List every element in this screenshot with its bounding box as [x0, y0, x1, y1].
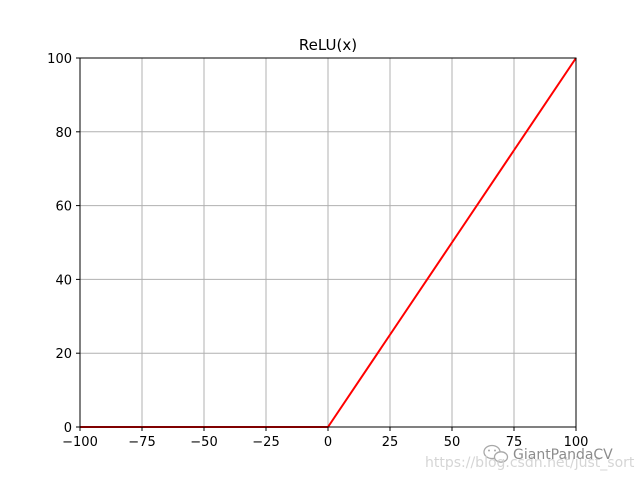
chart-title: ReLU(x) — [299, 36, 357, 54]
watermark-brand: GiantPandaCV — [513, 447, 613, 463]
y-tick-label: 80 — [55, 126, 72, 141]
x-tick-label: 25 — [382, 435, 399, 450]
x-tick-label: 100 — [564, 435, 589, 450]
y-tick-label: 100 — [47, 52, 72, 67]
x-tick-label: −50 — [190, 435, 217, 450]
watermark: https://blog.csdn.net/just_sort GiantPan… — [425, 444, 635, 471]
y-tick-label: 40 — [55, 273, 72, 288]
x-tick-label: 50 — [444, 435, 461, 450]
wechat-icon — [483, 444, 509, 463]
x-tick-label: 0 — [324, 435, 332, 450]
y-tick-label: 60 — [55, 200, 72, 215]
y-tick-label: 0 — [64, 421, 72, 436]
x-tick-label: −75 — [128, 435, 155, 450]
watermark-url: https://blog.csdn.net/just_sort — [425, 455, 635, 471]
y-tick-label: 20 — [55, 347, 72, 362]
grid — [79, 57, 577, 428]
x-tick-label: 75 — [506, 435, 523, 450]
tick-layer: −100 −75 −50 −25 0 25 50 75 100 0 20 40 60 80 100 — [47, 52, 588, 450]
x-tick-label: −100 — [62, 435, 98, 450]
x-tick-label: −25 — [252, 435, 279, 450]
